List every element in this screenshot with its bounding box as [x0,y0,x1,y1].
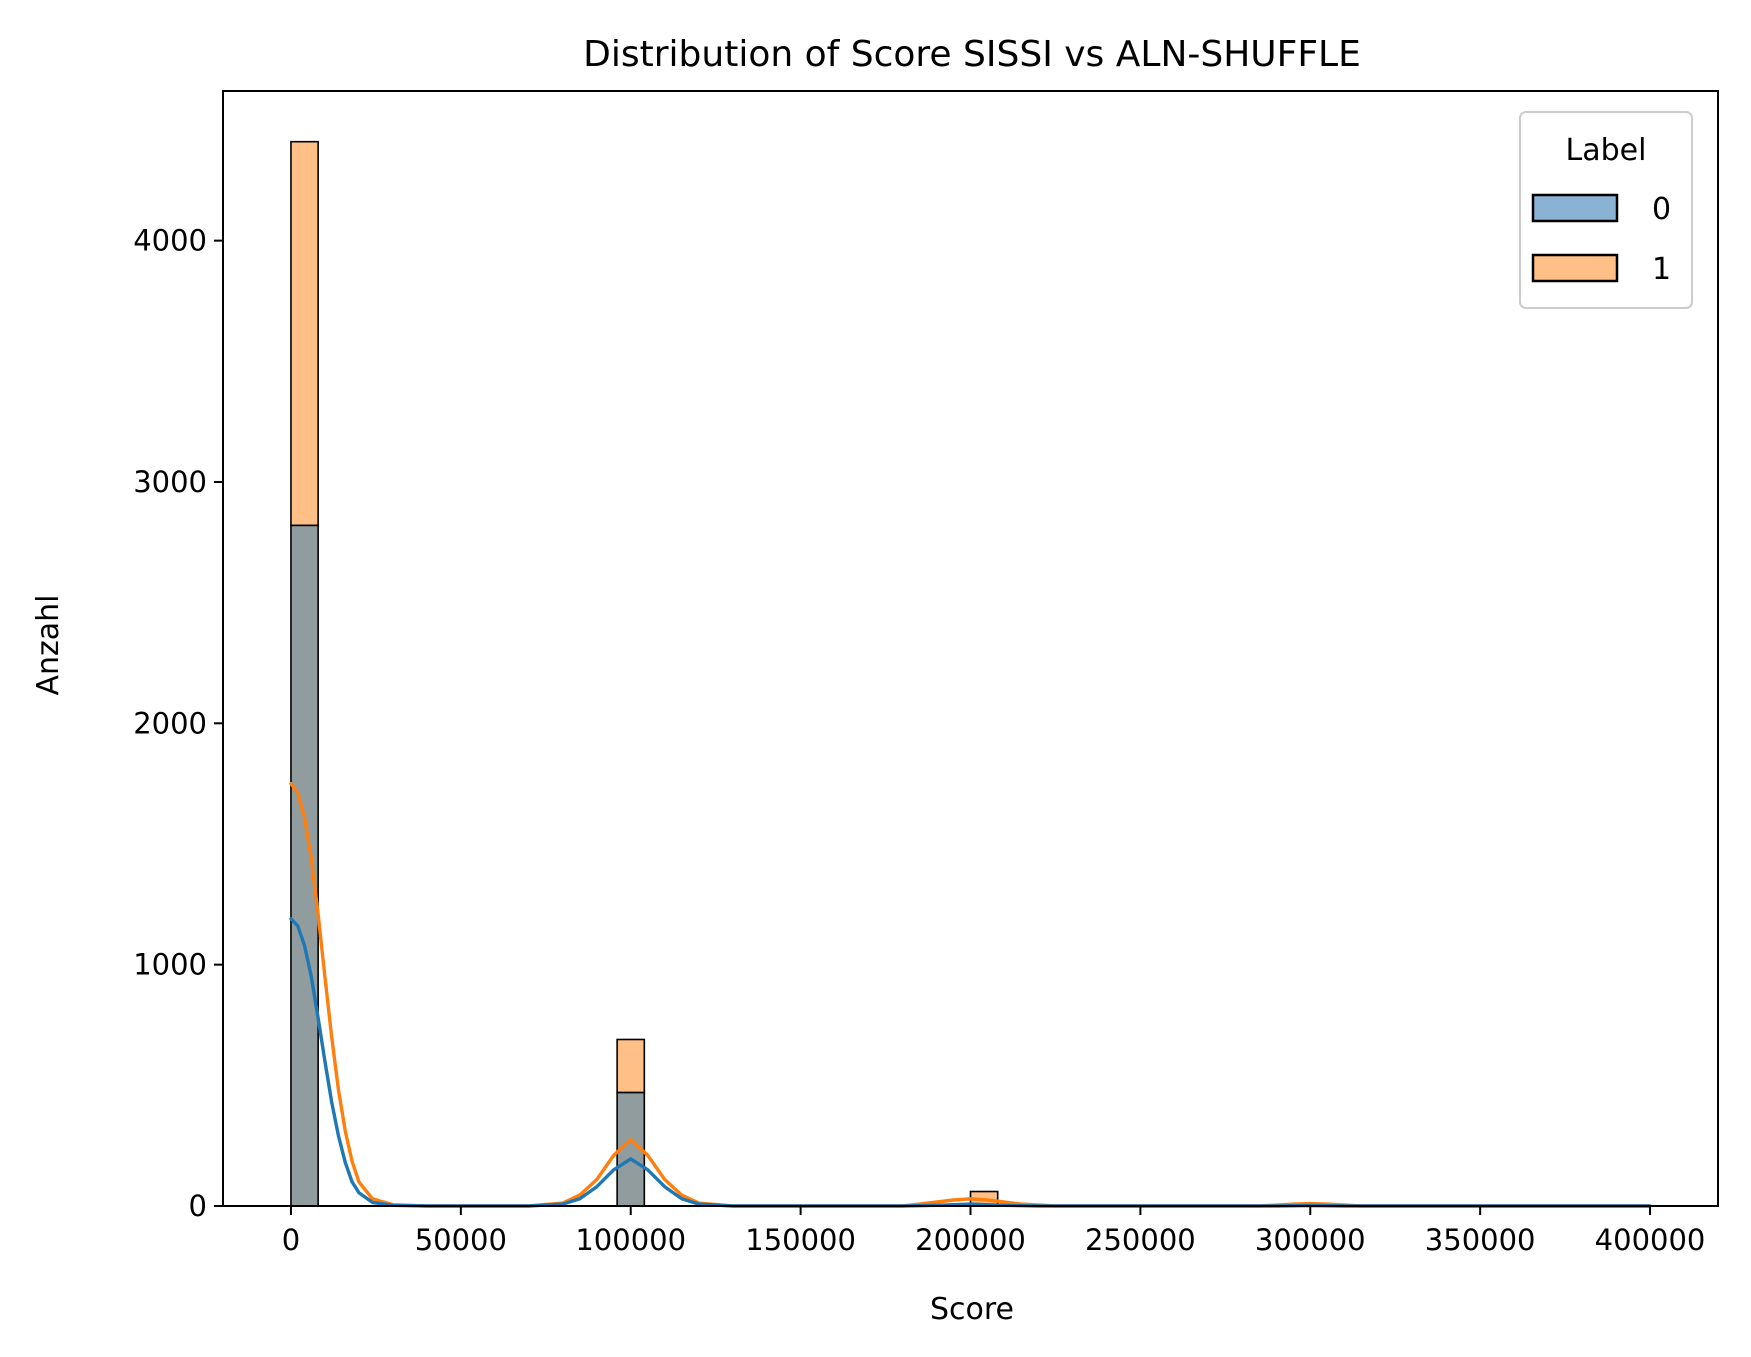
axes: 0 50000 100000 150000 200000 250000 300000 3500… [133,90,1719,1257]
y-tick-label-4: 4000 [133,224,207,258]
y-tick-label-3: 3000 [133,465,207,499]
y-tick-label-1: 1000 [133,948,207,982]
chart-title: Distribution of Score SISSI vs ALN-SHUFF… [583,34,1361,75]
x-tick-label-1: 50000 [415,1223,507,1257]
y-axis-label: Anzahl [31,594,66,695]
legend-swatch-1 [1531,253,1619,283]
x-tick-label-4: 200000 [915,1223,1026,1257]
kde-line-label0 [289,917,1652,1208]
x-tick-label-7: 350000 [1425,1223,1536,1257]
x-tick-label-6: 300000 [1255,1223,1366,1257]
bar-label1-1 [616,1038,646,1094]
legend-swatch-0 [1531,193,1619,223]
x-tick-label-3: 150000 [745,1223,856,1257]
bar-label1-0 [290,140,319,527]
legend-title: Label [1566,133,1647,168]
bar-label0-0 [290,524,319,1207]
y-tick-label-2: 2000 [133,706,207,740]
y-tick-label-0: 0 [189,1189,207,1223]
x-tick-label-0: 0 [282,1223,300,1257]
legend-label-0: 0 [1652,192,1671,227]
legend-label-1: 1 [1652,252,1671,287]
x-tick-label-8: 400000 [1595,1223,1706,1257]
x-axis-label: Score [930,1292,1014,1327]
legend: Label 0 1 [1519,111,1693,309]
x-tick-label-2: 100000 [575,1223,686,1257]
x-tick-label-5: 250000 [1085,1223,1196,1257]
